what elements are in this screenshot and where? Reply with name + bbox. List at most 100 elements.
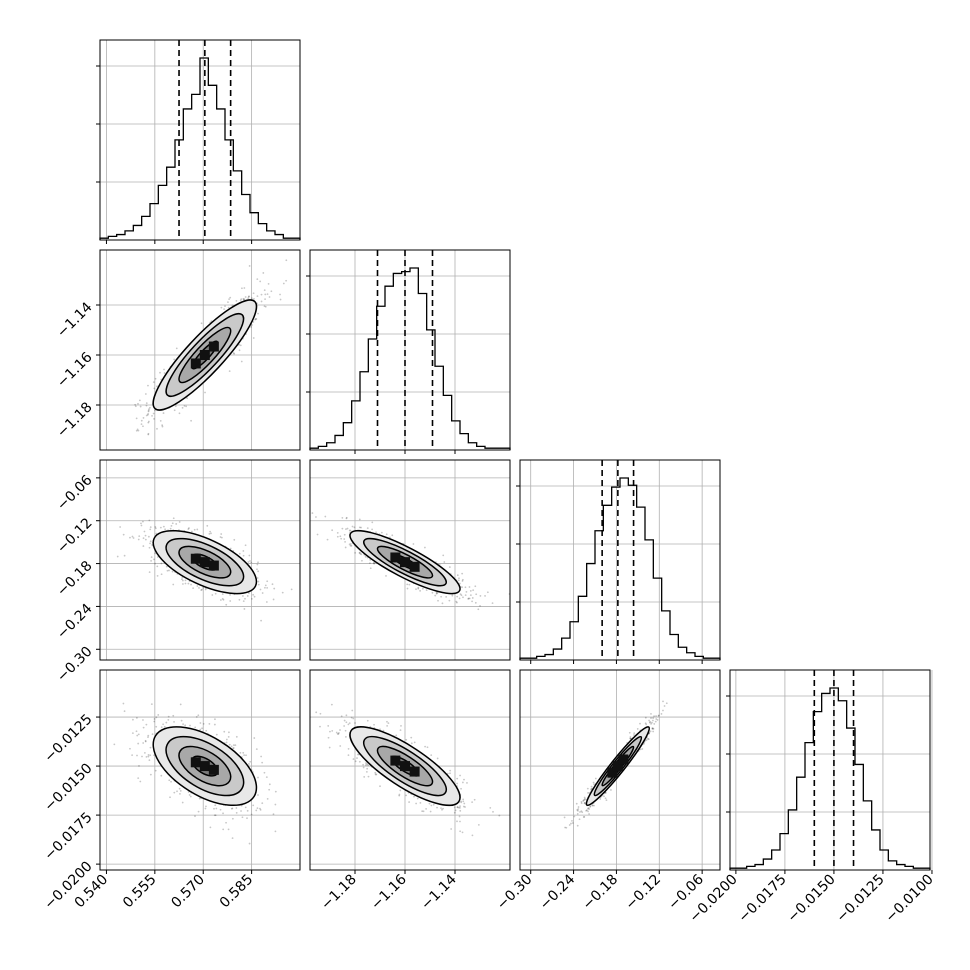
sample-point: [441, 602, 444, 605]
sample-point: [149, 773, 152, 776]
sample-point: [486, 591, 489, 594]
sample-point: [134, 403, 137, 406]
density-core: [400, 557, 410, 568]
sample-point: [351, 525, 354, 528]
sample-point: [253, 737, 256, 739]
sample-point: [154, 377, 157, 380]
sample-point: [424, 546, 426, 549]
sample-point: [644, 722, 647, 725]
sample-point: [345, 516, 348, 519]
sample-point: [214, 592, 217, 595]
sample-point: [148, 406, 151, 409]
sample-point: [148, 546, 151, 549]
density-core: [199, 761, 210, 772]
panel-frame: [309, 459, 511, 661]
sample-point: [170, 780, 172, 783]
sample-point: [208, 532, 211, 535]
sample-point: [591, 804, 594, 806]
sample-point: [461, 578, 464, 581]
sample-point: [221, 593, 224, 595]
sample-point: [140, 522, 142, 525]
sample-point: [241, 287, 243, 290]
sample-point: [250, 813, 253, 816]
sample-point: [475, 593, 478, 596]
sample-point: [147, 755, 150, 758]
panel-body: [116, 517, 293, 622]
sample-point: [472, 589, 475, 592]
sample-point: [213, 807, 215, 810]
sample-point: [653, 723, 656, 725]
sample-point: [229, 600, 232, 602]
sample-point: [471, 834, 474, 837]
sample-point: [629, 736, 632, 738]
sample-point: [250, 297, 253, 300]
sample-point: [662, 700, 664, 703]
sample-point: [151, 414, 153, 417]
sample-point: [639, 722, 641, 725]
sample-point: [580, 802, 583, 805]
sample-point: [129, 536, 131, 539]
sample-point: [410, 736, 413, 739]
density-core: [199, 557, 210, 568]
sample-point: [214, 804, 217, 807]
sample-point: [436, 592, 439, 594]
sample-point: [247, 561, 250, 563]
sample-point: [440, 595, 443, 598]
sample-point: [248, 295, 250, 298]
sample-point: [147, 384, 149, 387]
sample-point: [610, 789, 612, 791]
sample-point: [259, 807, 261, 810]
sample-point: [398, 793, 401, 796]
sample-point: [373, 723, 375, 726]
sample-point: [651, 727, 654, 730]
sample-point: [460, 801, 463, 804]
sample-point: [144, 534, 147, 537]
y-tick-label: −0.0125: [41, 711, 95, 765]
sample-point: [343, 538, 346, 540]
sample-point: [484, 595, 486, 597]
sample-point: [161, 425, 164, 428]
sample-point: [461, 572, 464, 575]
sample-point: [178, 412, 181, 415]
sample-point: [413, 795, 415, 798]
sample-point: [181, 579, 184, 582]
sample-point: [165, 565, 168, 568]
sample-point: [663, 705, 666, 707]
sample-point: [260, 755, 263, 758]
panel-body: [563, 700, 668, 829]
sample-point: [148, 571, 151, 574]
sample-point: [636, 728, 639, 730]
sample-point: [144, 538, 147, 541]
sample-point: [142, 520, 144, 523]
sample-point: [190, 530, 193, 533]
sample-point: [195, 716, 198, 718]
sample-point: [180, 719, 183, 722]
sample-point: [387, 722, 390, 725]
sample-point: [336, 531, 339, 534]
panel-frame: [99, 669, 301, 871]
sample-point: [471, 801, 474, 803]
sample-point: [265, 601, 268, 603]
y-tick-label: −0.24: [54, 601, 96, 643]
sample-point: [448, 599, 451, 602]
sample-point: [230, 745, 233, 748]
sample-point: [136, 734, 139, 737]
scatter-panel: [96, 459, 301, 661]
sample-point: [257, 776, 259, 779]
sample-point: [462, 805, 465, 808]
sample-point: [149, 542, 151, 545]
sample-point: [571, 819, 573, 822]
sample-point: [253, 595, 256, 598]
panel-frame: [99, 39, 301, 241]
sample-point: [362, 763, 364, 766]
density-core: [409, 766, 420, 777]
sample-point: [389, 536, 391, 539]
sample-point: [169, 527, 172, 530]
sample-point: [594, 777, 597, 780]
sample-point: [468, 597, 471, 600]
sample-point: [421, 587, 424, 590]
sample-point: [147, 754, 150, 756]
sample-point: [563, 816, 566, 819]
sample-point: [263, 305, 266, 308]
sample-point: [327, 736, 330, 739]
